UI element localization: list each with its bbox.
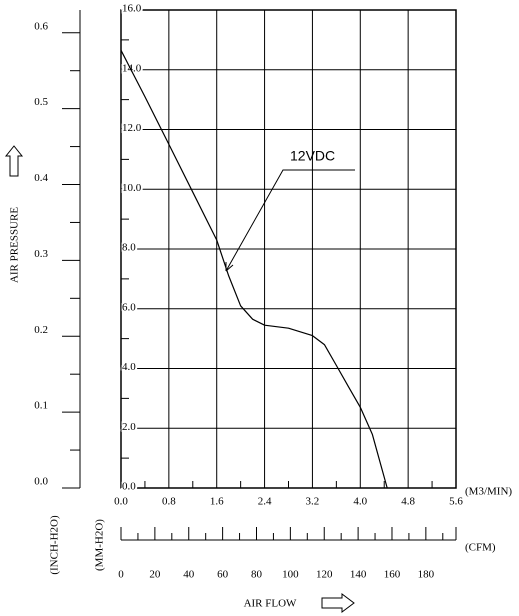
x-tick-label: 1.6 bbox=[210, 496, 224, 508]
x2-tick-label: 60 bbox=[217, 569, 229, 581]
y-tick-label: 10.0 bbox=[122, 182, 142, 194]
x-tick-label: 2.4 bbox=[258, 496, 272, 508]
x2-tick-label: 140 bbox=[350, 569, 367, 581]
x2-tick-label: 180 bbox=[418, 569, 435, 581]
y2-unit: (INCH-H2O) bbox=[49, 515, 61, 575]
series-line bbox=[120, 50, 388, 489]
up-arrow bbox=[4, 145, 24, 177]
y2-tick-label: 0.6 bbox=[34, 20, 48, 32]
y-tick-label: 16.0 bbox=[122, 3, 142, 15]
x-tick-label: 0.0 bbox=[114, 496, 128, 508]
x-axis-label: AIR FLOW bbox=[244, 598, 297, 610]
x2-tick-label: 160 bbox=[384, 569, 401, 581]
y-tick-label: 12.0 bbox=[122, 122, 142, 134]
x2-tick-label: 20 bbox=[149, 569, 161, 581]
y2-tick-label: 0.0 bbox=[34, 476, 48, 488]
y-tick-label: 14.0 bbox=[122, 62, 142, 74]
y2-tick-label: 0.3 bbox=[34, 248, 48, 260]
y-unit: (MM-H2O) bbox=[94, 519, 106, 571]
annotation-leader bbox=[225, 169, 355, 272]
x-tick-label: 4.0 bbox=[353, 496, 367, 508]
right-arrow bbox=[321, 593, 355, 613]
y-tick-label: 4.0 bbox=[122, 361, 136, 373]
y-tick-label: 6.0 bbox=[122, 301, 136, 313]
x-tick-label: 0.8 bbox=[162, 496, 176, 508]
y2-tick-label: 0.4 bbox=[34, 172, 48, 184]
x2-tick-label: 0 bbox=[118, 569, 124, 581]
x2-tick-label: 100 bbox=[282, 569, 299, 581]
x-tick-label: 3.2 bbox=[306, 496, 320, 508]
x-tick-label: 4.8 bbox=[401, 496, 415, 508]
y2-tick-label: 0.5 bbox=[34, 96, 48, 108]
x2-tick-label: 80 bbox=[251, 569, 263, 581]
y-axis-label: AIR PRESSURE bbox=[9, 207, 21, 283]
x2-unit: (CFM) bbox=[465, 542, 496, 554]
x-tick-label: 5.6 bbox=[449, 496, 463, 508]
y-tick-label: 0.0 bbox=[122, 481, 136, 493]
y2-tick-label: 0.1 bbox=[34, 400, 48, 412]
x2-tick-label: 120 bbox=[316, 569, 333, 581]
y2-tick-label: 0.2 bbox=[34, 324, 48, 336]
x2-tick-label: 40 bbox=[183, 569, 195, 581]
y-tick-label: 8.0 bbox=[122, 242, 136, 254]
y-tick-label: 2.0 bbox=[122, 421, 136, 433]
x-unit: (M3/MIN) bbox=[465, 486, 512, 498]
